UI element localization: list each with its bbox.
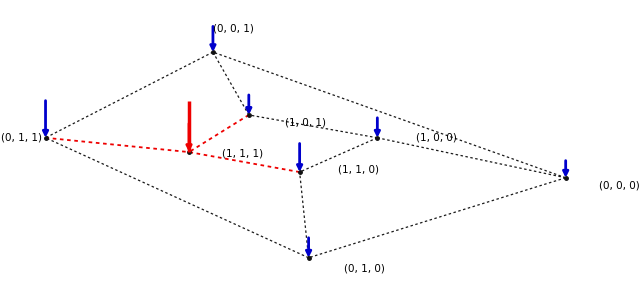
Text: (1, 1, 1): (1, 1, 1) — [222, 148, 263, 158]
Text: (0, 0, 0): (0, 0, 0) — [598, 181, 639, 191]
Text: (1, 0, 1): (1, 0, 1) — [285, 118, 326, 128]
Text: (0, 1, 0): (0, 1, 0) — [344, 263, 385, 274]
Text: (0, 0, 1): (0, 0, 1) — [213, 24, 254, 34]
Text: (0, 1, 1): (0, 1, 1) — [1, 133, 42, 143]
Text: (1, 0, 0): (1, 0, 0) — [416, 133, 457, 143]
Text: (1, 1, 0): (1, 1, 0) — [339, 164, 380, 174]
